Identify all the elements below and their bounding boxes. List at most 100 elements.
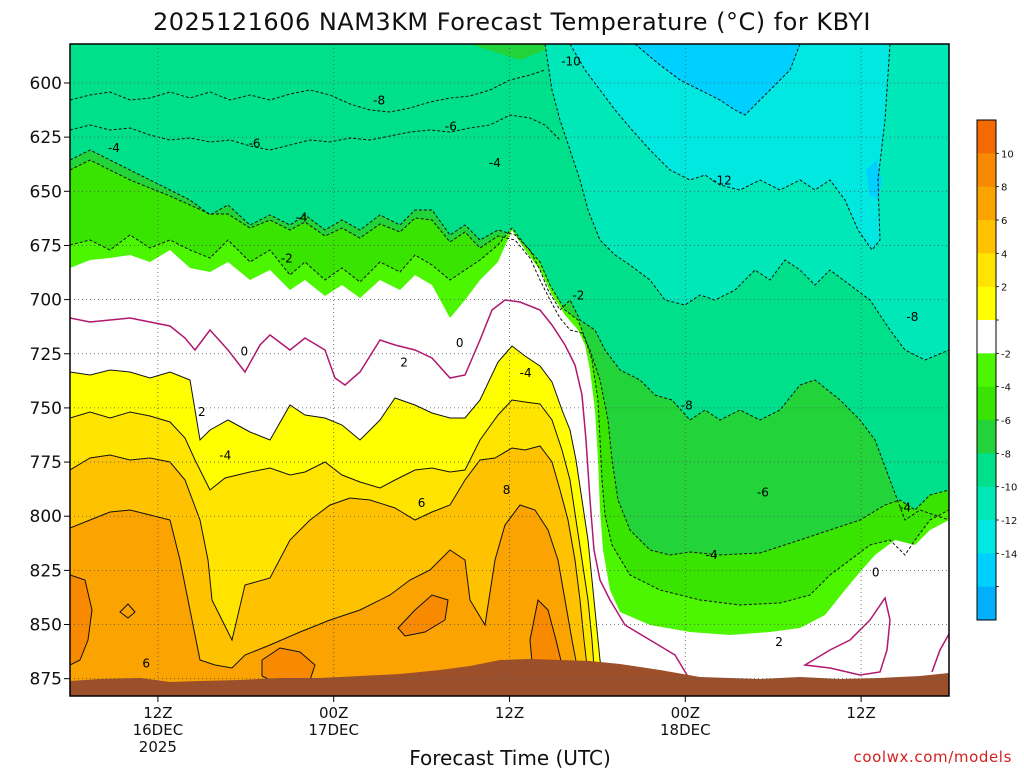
contour-label: -8 — [906, 310, 918, 324]
colorbar-segment — [977, 586, 996, 621]
contour-minus10-line — [544, 44, 949, 361]
y-tick-label: 650 — [30, 182, 62, 202]
grid — [70, 44, 949, 696]
contour-label: 6 — [142, 657, 150, 671]
colorbar-segment — [977, 120, 996, 154]
colorbar-segment — [977, 386, 996, 421]
colorbar-label: 10 — [1001, 149, 1014, 160]
contour-label: -4 — [219, 449, 231, 463]
contour-label: -12 — [712, 173, 732, 187]
contour-minus2-line — [70, 227, 949, 606]
contour-plus10-line-b — [261, 647, 316, 686]
contour-label: 0 — [456, 336, 464, 350]
contour-label: -4 — [899, 501, 911, 515]
colorbar-frame — [976, 119, 997, 621]
x-tick-label: 00Z — [319, 704, 348, 722]
contour-minus14-line — [634, 44, 801, 116]
terrain — [70, 659, 949, 696]
colorbar-label: 4 — [1001, 249, 1007, 260]
contour-label: -4 — [295, 210, 307, 224]
contour-label: 2 — [198, 405, 206, 419]
contour-label: -4 — [706, 548, 718, 562]
contour-label: -10 — [561, 54, 581, 68]
x-tick-label: 12Z — [495, 704, 524, 722]
colorbar-segment — [977, 286, 996, 321]
contour-labels: -10 -8 -6 -6 -4 -4 -12 -4 -2 -2 -8 0 0 2 -4 -8 2 -4 -6 6 8 -4… — [108, 54, 918, 671]
contour-label: -4 — [108, 141, 120, 155]
y-tick-label: 800 — [30, 507, 62, 527]
x-axis-label: Forecast Time (UTC) — [409, 746, 611, 768]
y-tick-label: 675 — [30, 236, 62, 256]
temperature-fill-layer — [70, 44, 949, 696]
y-tick-label: 775 — [30, 453, 62, 473]
colorbar-label: 8 — [1001, 183, 1007, 194]
contour-plus4-line — [70, 399, 596, 681]
x-tick-label: 00Z — [671, 704, 700, 722]
colorbar-segment — [977, 453, 996, 488]
fill-minus14 — [635, 44, 800, 115]
contour-label: 2 — [775, 635, 783, 649]
contour-zero-line-c — [931, 633, 949, 673]
x-tick-label: 12Z — [143, 704, 172, 722]
contour-label: 8 — [503, 483, 511, 497]
x-tick-label: 17DEC — [308, 721, 359, 739]
fill-plus10-c — [398, 595, 448, 636]
fill-plus10-b — [262, 648, 315, 685]
colorbar-label: -10 — [1001, 483, 1017, 494]
y-tick-label: 850 — [30, 616, 62, 636]
contour-plus6-line — [70, 445, 589, 676]
contour-plus10-line — [70, 574, 93, 666]
y-tick-label: 625 — [30, 128, 62, 148]
y-tick-label: 750 — [30, 399, 62, 419]
colorbar-segment — [977, 253, 996, 288]
contour-label: 0 — [241, 345, 249, 359]
fill-plus10-d — [530, 600, 562, 668]
contour-plus2-line — [70, 345, 605, 691]
contour-minus8-upper-line — [70, 69, 546, 113]
contour-label: -6 — [757, 485, 769, 499]
contour-small-loop — [119, 603, 136, 619]
colorbar-segment — [977, 220, 996, 254]
contour-label: -4 — [489, 156, 501, 170]
colorbar-label: -8 — [1001, 449, 1011, 460]
credit-link[interactable]: coolwx.com/models — [854, 748, 1013, 766]
colorbar-segment — [977, 520, 996, 554]
contour-label: -4 — [520, 366, 532, 380]
contour-lines — [70, 44, 949, 691]
x-tick-label: 12Z — [846, 704, 875, 722]
colorbar-segment — [977, 320, 996, 354]
colorbar-segment — [977, 486, 996, 521]
colorbar-label: -4 — [1001, 383, 1011, 394]
contour-plus8-line — [70, 504, 579, 673]
contour-label: 0 — [872, 566, 880, 580]
y-tick-label: 700 — [30, 291, 62, 311]
y-tick-label: 825 — [30, 561, 62, 581]
contour-label: -2 — [281, 251, 293, 265]
contour-minus4-line — [70, 159, 949, 556]
y-tick-label: 875 — [30, 670, 62, 690]
contour-zero-line-b — [802, 596, 891, 676]
contour-minus12-line — [569, 44, 891, 251]
colorbar-label: -2 — [1001, 349, 1011, 360]
colorbar-segment — [977, 420, 996, 454]
colorbar-label: -14 — [1001, 549, 1017, 560]
colorbar-label: -6 — [1001, 416, 1011, 427]
y-tick-label: 600 — [30, 74, 62, 94]
contour-label: -8 — [373, 93, 385, 107]
fill-minus12 — [570, 44, 890, 250]
contour-label: -8 — [681, 399, 693, 413]
contour-label: -2 — [572, 288, 584, 302]
contour-label: -6 — [445, 119, 457, 133]
colorbar-label: 2 — [1001, 283, 1007, 294]
colorbar-label: -12 — [1001, 516, 1017, 527]
x-tick-label: 16DEC — [133, 721, 184, 739]
y-axis: 600 625 650 675 700 725 750 775 800 825 850 875 — [30, 74, 70, 690]
y-tick-label: 725 — [30, 345, 62, 365]
contour-label: -6 — [249, 137, 261, 151]
colorbar-segment — [977, 153, 996, 188]
colorbar-label: 6 — [1001, 216, 1007, 227]
contour-zero-line — [70, 299, 701, 691]
colorbar-segment — [977, 553, 996, 588]
